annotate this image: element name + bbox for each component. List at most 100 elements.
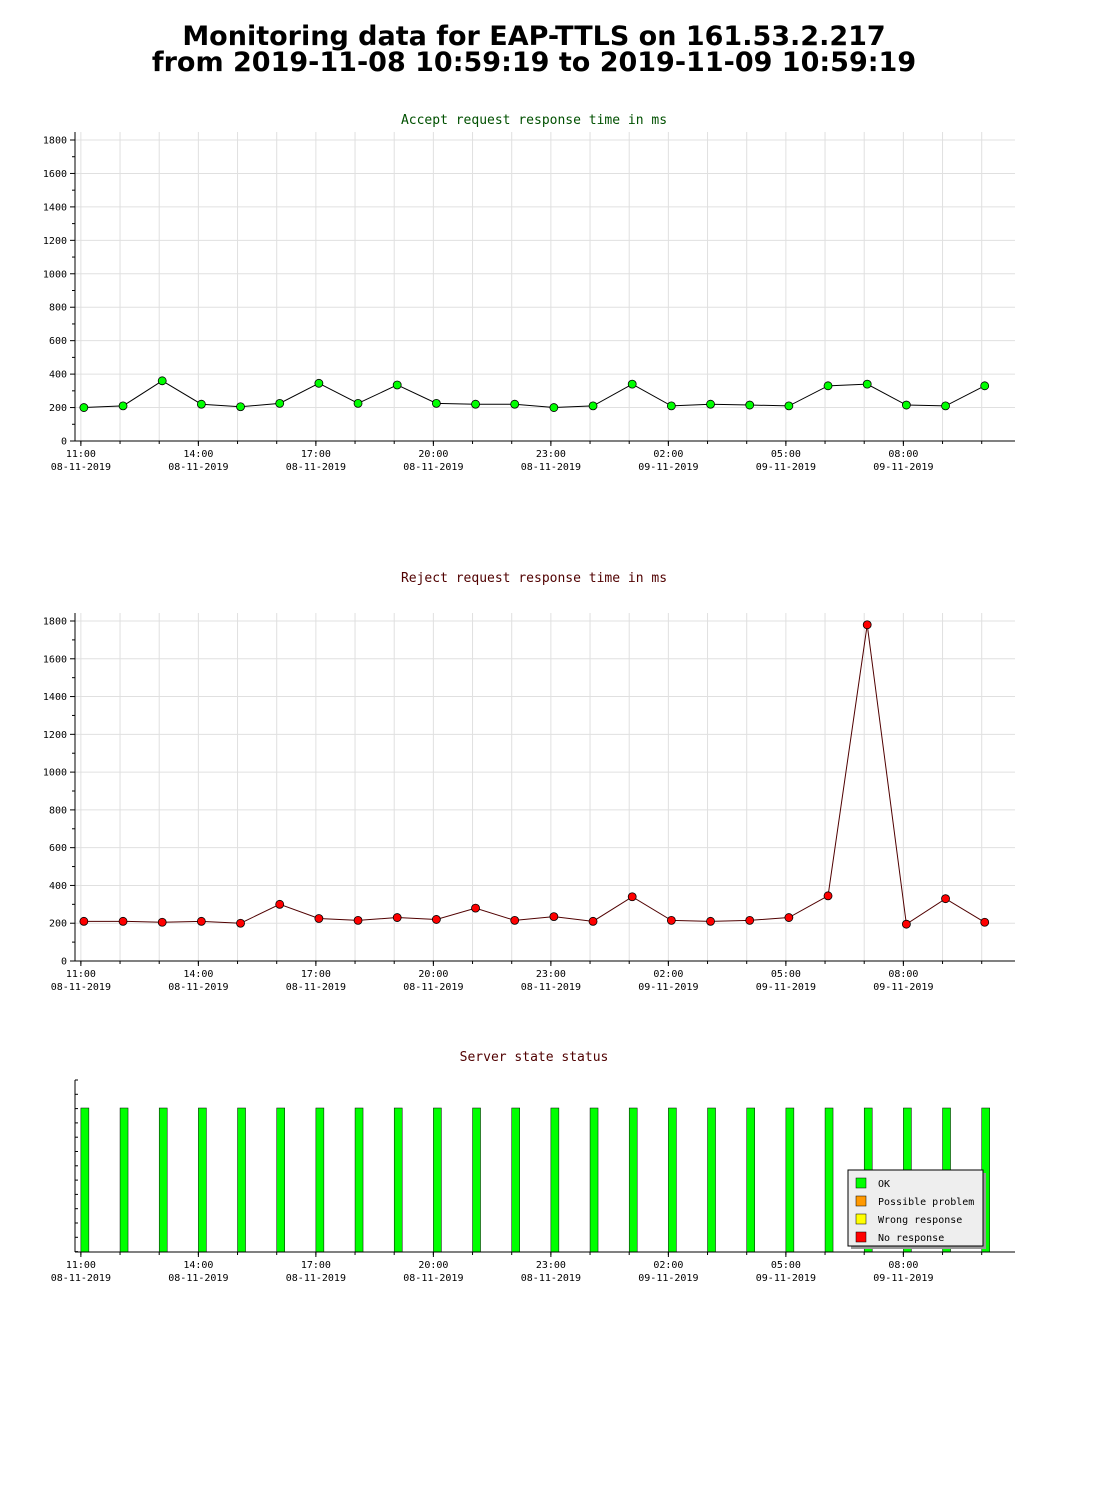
y-tick-label: 600 <box>49 843 67 854</box>
reject-response-time-chart: 0 200 400 600 800 1000 1200 1400 1600 1800 11:00 08… <box>43 613 1015 993</box>
status-bar <box>824 1107 834 1253</box>
legend-swatch <box>855 1195 867 1207</box>
status-bar <box>589 1107 599 1253</box>
data-point <box>666 915 676 925</box>
data-point <box>431 398 441 408</box>
legend-label: No response <box>878 1233 944 1244</box>
data-point <box>314 378 324 388</box>
data-point <box>431 915 441 924</box>
y-tick-label: 0 <box>61 957 67 968</box>
legend-swatch <box>855 1213 867 1225</box>
data-point <box>157 376 167 386</box>
x-tick-label-date: 08-11-2019 <box>521 462 581 473</box>
y-tick-label: 800 <box>49 303 67 314</box>
x-tick-label-date: 08-11-2019 <box>168 462 228 473</box>
data-point <box>745 915 755 925</box>
x-tick-label-date: 08-11-2019 <box>403 462 463 473</box>
x-tick-label-date: 08-11-2019 <box>403 982 463 993</box>
x-tick-label-date: 08-11-2019 <box>286 1273 346 1284</box>
server-state-status-chart: 11:00 08-11-2019 14:00 08-11-2019 17:00 08-11… <box>51 1079 1015 1284</box>
data-point <box>706 916 715 926</box>
status-bar <box>393 1107 403 1253</box>
y-tick-label: 1800 <box>43 617 67 628</box>
x-tick-label-date: 08-11-2019 <box>521 1273 581 1284</box>
x-tick-label-time: 14:00 <box>183 449 213 460</box>
legend-label: OK <box>878 1179 890 1190</box>
data-point <box>118 401 128 411</box>
x-tick-label-time: 14:00 <box>183 1260 213 1271</box>
data-point <box>627 892 637 902</box>
data-point <box>627 379 637 389</box>
data-point <box>588 401 598 411</box>
x-tick-label-time: 02:00 <box>653 969 683 980</box>
x-tick-label-date: 08-11-2019 <box>286 462 346 473</box>
data-point <box>314 914 324 923</box>
status-chart-title: Server state status <box>459 1050 609 1065</box>
x-tick-label-date: 08-11-2019 <box>51 982 111 993</box>
data-point <box>392 380 402 390</box>
x-tick-label-time: 05:00 <box>771 969 801 980</box>
x-tick-label-time: 17:00 <box>301 449 331 460</box>
data-point <box>941 401 950 411</box>
legend-label: Wrong response <box>878 1215 962 1226</box>
data-point <box>353 398 363 408</box>
x-tick-label-date: 09-11-2019 <box>756 982 816 993</box>
x-tick-label-time: 23:00 <box>536 969 566 980</box>
legend-label: Possible problem <box>878 1197 974 1208</box>
status-bar <box>158 1107 168 1253</box>
status-bar <box>354 1107 364 1253</box>
data-point <box>236 402 245 412</box>
status-bar <box>746 1107 755 1253</box>
data-point <box>510 399 520 409</box>
data-point <box>980 381 990 391</box>
x-tick-label-time: 17:00 <box>301 1260 331 1271</box>
series-line <box>83 624 985 926</box>
x-tick-label-date: 09-11-2019 <box>756 462 816 473</box>
x-tick-label-time: 20:00 <box>418 1260 448 1271</box>
data-point <box>275 899 285 909</box>
y-tick-label: 200 <box>49 403 67 414</box>
data-point <box>79 403 89 412</box>
y-tick-label: 1800 <box>43 136 67 147</box>
x-tick-label-date: 09-11-2019 <box>873 982 933 993</box>
status-bar <box>119 1107 129 1253</box>
x-tick-label-date: 08-11-2019 <box>403 1273 463 1284</box>
data-point <box>862 620 872 630</box>
data-point <box>980 917 990 927</box>
x-tick-label-date: 08-11-2019 <box>286 982 346 993</box>
x-tick-label-time: 11:00 <box>66 969 96 980</box>
data-point <box>392 913 402 922</box>
x-tick-label-date: 08-11-2019 <box>521 982 581 993</box>
data-point <box>157 917 167 927</box>
status-bar <box>315 1107 325 1253</box>
y-tick-label: 1000 <box>43 768 67 779</box>
y-tick-label: 400 <box>49 881 67 892</box>
accept-chart-title: Accept request response time in ms <box>400 113 668 128</box>
status-bar <box>237 1107 246 1253</box>
status-bar <box>707 1107 716 1253</box>
x-tick-label-time: 20:00 <box>418 969 448 980</box>
x-tick-label-date: 09-11-2019 <box>873 1273 933 1284</box>
x-tick-label-time: 05:00 <box>771 449 801 460</box>
data-point <box>353 915 363 925</box>
x-tick-label-time: 14:00 <box>183 969 213 980</box>
legend <box>847 1169 984 1247</box>
x-tick-label-date: 08-11-2019 <box>51 462 111 473</box>
status-bar <box>668 1107 677 1253</box>
x-tick-label-date: 09-11-2019 <box>873 462 933 473</box>
legend-swatch <box>855 1177 867 1189</box>
data-point <box>901 919 911 929</box>
data-point <box>549 912 559 922</box>
x-tick-label-date: 09-11-2019 <box>756 1273 816 1284</box>
page-title: Monitoring data for EAP-TTLS on 161.53.2… <box>0 21 1068 76</box>
data-point <box>862 379 872 389</box>
y-tick-label: 1400 <box>43 202 67 213</box>
status-bar <box>550 1107 560 1253</box>
x-tick-label-time: 23:00 <box>536 1260 566 1271</box>
accept-response-time-chart: 0 200 400 600 800 1000 1200 1400 1600 1800 11:00 08… <box>43 132 1015 473</box>
y-tick-label: 800 <box>49 805 67 816</box>
status-bar <box>433 1107 442 1253</box>
x-tick-label-date: 09-11-2019 <box>638 982 698 993</box>
data-point <box>706 399 715 409</box>
page-title-line1: Monitoring data for EAP-TTLS on 161.53.2… <box>182 21 886 52</box>
